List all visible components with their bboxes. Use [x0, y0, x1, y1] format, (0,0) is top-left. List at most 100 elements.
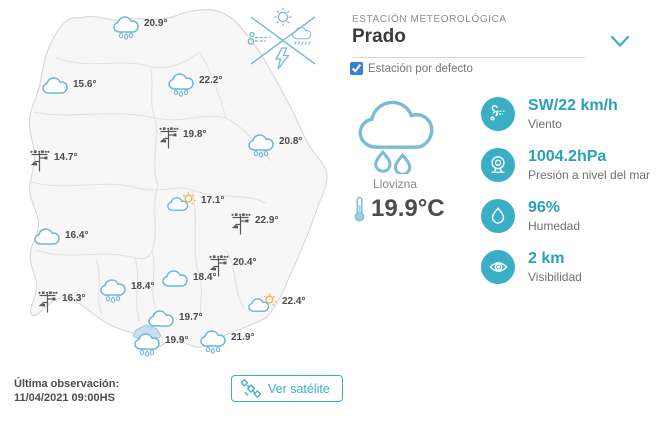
cloud-icon: [34, 228, 60, 245]
map-station-marker[interactable]: 19.8°: [158, 124, 206, 150]
station-temperature: 17.1°: [201, 195, 225, 206]
weather-map-area: 20.9° 15.6° 22.2° 19.8° 14.7° 20.8° 17.1° 22.9°…: [0, 0, 345, 405]
rain-cloud-icon: [168, 73, 194, 97]
rain-cloud-icon: [113, 16, 139, 40]
station-temperature: 21.9°: [231, 332, 255, 343]
weather-station-icon: [38, 291, 58, 313]
station-temperature: 19.8°: [183, 129, 207, 140]
station-temperature: 20.4°: [233, 257, 257, 268]
partly-sunny-icon: [248, 293, 277, 312]
map-station-marker[interactable]: 21.9°: [200, 329, 254, 354]
weather-stat-row: 2 km Visibilidad: [481, 250, 651, 284]
drizzle-cloud-icon: [358, 100, 434, 174]
map-station-marker[interactable]: 14.7°: [29, 147, 77, 173]
map-station-marker[interactable]: 18.4°: [162, 269, 216, 289]
wind-icon: [481, 97, 515, 131]
cloud-icon: [42, 77, 68, 94]
cross-lines: [250, 16, 316, 65]
map-station-marker[interactable]: 20.4°: [208, 252, 256, 278]
humidity-drop-icon: [481, 199, 515, 233]
map-station-marker[interactable]: 18.4°: [100, 278, 154, 303]
condition-text: Llovizna: [372, 177, 418, 191]
map-station-marker[interactable]: 22.4°: [248, 293, 305, 315]
stat-value: 2 km: [528, 250, 565, 267]
station-temperature: 22.9°: [255, 215, 279, 226]
stat-label: Presión a nivel del mar: [528, 168, 651, 182]
station-section-title: ESTACIÓN METEOROLÓGICA: [352, 14, 507, 25]
weather-logo-cluster: [247, 8, 316, 70]
weather-station-icon: [30, 150, 50, 172]
map-station-marker[interactable]: 16.3°: [37, 288, 85, 314]
stats-column: SW/22 km/h Viento 1004.2hPa Presión a nivel…: [481, 97, 651, 301]
station-temperature: 16.3°: [62, 293, 86, 304]
map-station-marker[interactable]: 17.1°: [167, 192, 224, 214]
weather-stat-row: 1004.2hPa Presión a nivel del mar: [481, 148, 651, 182]
rain-cloud-icon: [134, 333, 160, 357]
stat-text: 2 km Visibilidad: [528, 250, 582, 284]
stat-value: 96%: [528, 199, 561, 216]
station-temperature: 20.9°: [144, 18, 168, 29]
wind-icon: [247, 31, 270, 45]
stat-label: Viento: [528, 117, 562, 131]
stat-text: SW/22 km/h Viento: [528, 97, 618, 131]
department-borders: [29, 51, 272, 323]
station-temperature: 14.7°: [54, 152, 78, 163]
map-station-marker[interactable]: 20.9°: [113, 15, 167, 40]
station-temperature: 20.8°: [279, 136, 303, 147]
map-station-marker[interactable]: 19.7°: [148, 309, 202, 329]
current-weather-summary: Llovizna 19.9°C: [354, 98, 465, 223]
selected-station-name: Prado: [352, 26, 406, 47]
visibility-eye-icon: [481, 250, 515, 284]
map-station-marker[interactable]: 15.6°: [42, 76, 96, 96]
station-temperature: 16.4°: [65, 230, 89, 241]
station-temperature: 22.2°: [199, 75, 223, 86]
satellite-icon: [241, 379, 261, 398]
stat-value: 1004.2hPa: [528, 148, 607, 165]
chevron-down-icon[interactable]: [610, 35, 630, 48]
country-outline: [29, 9, 328, 348]
view-satellite-button[interactable]: Ver satélite: [231, 375, 343, 402]
map-station-marker[interactable]: 16.4°: [34, 227, 88, 247]
station-temperature: 15.6°: [73, 79, 97, 90]
rain-cloud-icon: [200, 330, 226, 354]
stat-text: 1004.2hPa Presión a nivel del mar: [528, 148, 650, 182]
station-temperature: 19.7°: [179, 312, 203, 323]
station-temperature: 18.4°: [193, 272, 217, 283]
rain-cloud-icon: [100, 279, 126, 303]
last-observation-value: 11/04/2021 09:00HS: [14, 392, 115, 404]
last-observation: Última observación: 11/04/2021 09:00HS: [14, 377, 119, 405]
cloud-icon: [148, 310, 174, 327]
barometer-icon: [481, 148, 515, 182]
map-station-marker[interactable]: 22.2°: [168, 72, 222, 97]
weather-stat-row: SW/22 km/h Viento: [481, 97, 651, 131]
station-dropdown[interactable]: Prado: [352, 26, 634, 52]
last-observation-label: Última observación:: [14, 378, 120, 390]
weather-stat-row: 96% Humedad: [481, 199, 651, 233]
default-station-label[interactable]: Estación por defecto: [368, 62, 473, 75]
station-detail-panel: ESTACIÓN METEOROLÓGICA Prado Estación po…: [350, 0, 652, 425]
partly-sunny-icon: [167, 192, 196, 211]
rain-cloud-icon: [248, 134, 274, 158]
stat-label: Visibilidad: [528, 270, 582, 284]
map-station-marker[interactable]: 19.9°: [134, 332, 188, 357]
weather-station-icon: [209, 255, 229, 277]
sun-icon: [274, 8, 292, 26]
map-markers-layer: 20.9° 15.6° 22.2° 19.8° 14.7° 20.8° 17.1° 22.9°…: [0, 0, 345, 375]
station-temperature: 18.4°: [131, 281, 155, 292]
cloud-icon: [162, 270, 188, 287]
rain-cloud-icon: [292, 26, 312, 45]
map-station-marker[interactable]: 20.8°: [248, 133, 302, 158]
weather-station-icon: [231, 213, 251, 235]
stat-text: 96% Humedad: [528, 199, 580, 233]
stat-label: Humedad: [528, 219, 581, 233]
weather-station-icon: [159, 127, 179, 149]
station-temperature: 19.9°: [165, 335, 189, 346]
map-station-marker[interactable]: 22.9°: [230, 210, 278, 236]
thermometer-icon: [354, 196, 365, 222]
view-satellite-label: Ver satélite: [268, 381, 330, 396]
temperature-value: 19.9°C: [371, 195, 445, 222]
default-station-checkbox[interactable]: [350, 62, 363, 75]
divider: [352, 57, 585, 58]
lightning-icon: [274, 47, 290, 70]
stat-value: SW/22 km/h: [528, 97, 618, 114]
